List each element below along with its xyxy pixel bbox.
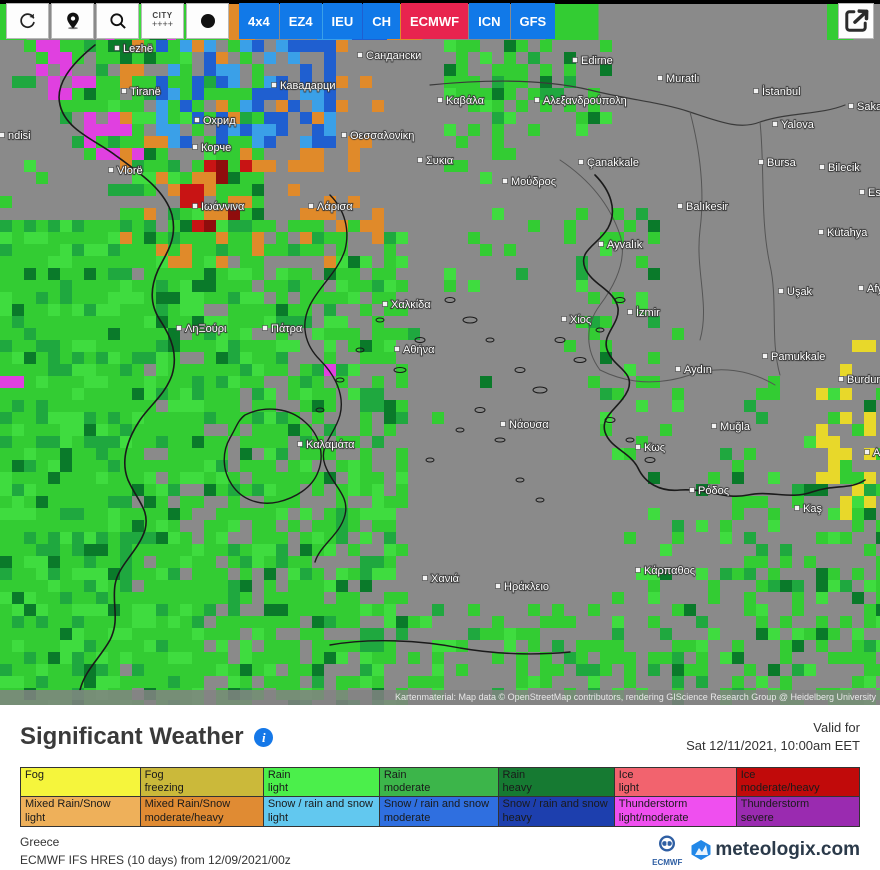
svg-text:Θεσσαλονίκη: Θεσσαλονίκη	[350, 130, 414, 142]
svg-text:Kaş: Kaş	[803, 503, 822, 515]
svg-text:İzmir: İzmir	[636, 306, 660, 319]
svg-text:Pamukkale: Pamukkale	[771, 351, 825, 363]
svg-text:Muğla: Muğla	[720, 421, 751, 433]
svg-text:Bilecik: Bilecik	[828, 162, 860, 174]
svg-text:Κως: Κως	[644, 442, 665, 454]
svg-text:Edirne: Edirne	[581, 55, 613, 67]
svg-text:Ayvalık: Ayvalık	[607, 239, 643, 251]
svg-text:Afyonkara: Afyonkara	[867, 283, 880, 295]
svg-text:Ιωάννινα: Ιωάννινα	[201, 201, 245, 213]
svg-text:ndisi: ndisi	[8, 130, 31, 142]
svg-text:Πάτρα: Πάτρα	[271, 323, 303, 335]
svg-text:Sakarya: Sakarya	[857, 101, 880, 113]
svg-text:Αθήνα: Αθήνα	[403, 344, 435, 356]
svg-text:Сандански: Сандански	[366, 50, 421, 62]
svg-text:Vlorë: Vlorë	[117, 165, 143, 177]
svg-text:Balıkesir: Balıkesir	[686, 201, 729, 213]
svg-text:Χανιά: Χανιά	[431, 573, 460, 585]
svg-text:Ηράκλειο: Ηράκλειο	[504, 581, 549, 593]
svg-text:ΛηΞούρι: ΛηΞούρι	[185, 323, 227, 335]
svg-text:Καλαμάτα: Καλαμάτα	[306, 439, 355, 451]
svg-text:Ρόδος: Ρόδος	[698, 485, 729, 497]
svg-text:İstanbul: İstanbul	[762, 85, 801, 98]
svg-text:Кавадарци: Кавадарци	[280, 80, 335, 92]
svg-text:Νάουσα: Νάουσα	[509, 419, 549, 431]
svg-text:Καβάλα: Καβάλα	[446, 95, 485, 107]
svg-text:Burdur: Burdur	[847, 374, 880, 386]
svg-text:Χαλκίδα: Χαλκίδα	[391, 299, 431, 311]
svg-text:Lezhë: Lezhë	[123, 43, 153, 55]
svg-text:Eskişeh: Eskişeh	[868, 187, 880, 199]
svg-text:Aydın: Aydın	[684, 364, 712, 376]
svg-text:Muratlı: Muratlı	[666, 73, 700, 85]
svg-text:Çanakkale: Çanakkale	[587, 157, 639, 169]
svg-text:Μούδρος: Μούδρος	[511, 176, 556, 188]
svg-text:Συκια: Συκια	[426, 155, 454, 167]
svg-text:Λάρισα: Λάρισα	[317, 201, 353, 213]
svg-text:Αλεξανδρούπολη: Αλεξανδρούπολη	[543, 95, 627, 107]
svg-text:Antal: Antal	[873, 447, 880, 459]
svg-text:Uşak: Uşak	[787, 286, 813, 298]
svg-text:Корче: Корче	[201, 142, 231, 154]
svg-text:Bursa: Bursa	[767, 157, 797, 169]
svg-text:Κάρπαθος: Κάρπαθος	[644, 565, 695, 577]
svg-text:Охрид: Охрид	[203, 115, 236, 127]
svg-text:Tiranë: Tiranë	[130, 86, 161, 98]
svg-text:Kütahya: Kütahya	[827, 227, 868, 239]
svg-text:Yalova: Yalova	[781, 119, 815, 131]
svg-text:Χίος: Χίος	[570, 314, 591, 326]
